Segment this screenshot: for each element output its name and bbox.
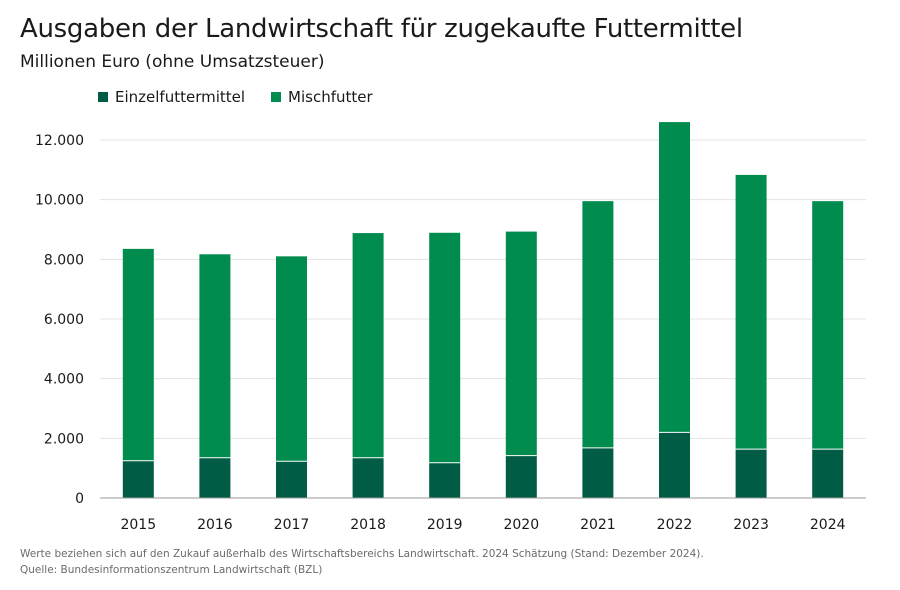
bar-mischfutter-2016 [199, 254, 231, 458]
bar-mischfutter-2018 [352, 233, 384, 458]
bar-einzelfuttermittel-2023 [735, 449, 767, 498]
legend-item-mischfutter: Mischfutter [271, 88, 373, 106]
bar-mischfutter-2022 [659, 122, 690, 433]
y-tick-label: 2.000 [44, 431, 84, 447]
footnote-note: Werte beziehen sich auf den Zukauf außer… [20, 548, 704, 560]
bars [122, 122, 844, 498]
x-tick-label: 2019 [427, 517, 463, 533]
y-tick-label: 4.000 [44, 372, 84, 388]
footnote-source: Quelle: Bundesinformationszentrum Landwi… [20, 564, 323, 576]
bar-mischfutter-2015 [122, 248, 154, 461]
bar-mischfutter-2021 [582, 201, 614, 448]
x-tick-label: 2023 [733, 517, 769, 533]
legend-label-einzelfuttermittel: Einzelfuttermittel [115, 88, 246, 106]
bar-einzelfuttermittel-2015 [122, 460, 154, 498]
x-tick-label: 2015 [120, 517, 156, 533]
chart-subtitle: Millionen Euro (ohne Umsatzsteuer) [20, 52, 325, 72]
stacked-bar-chart: 0 2.000 4.000 6.000 8.000 10.000 12.000 2015 201… [35, 122, 866, 533]
legend: Einzelfuttermittel Mischfutter [98, 88, 373, 106]
legend-swatch-einzelfuttermittel [98, 92, 108, 102]
bar-mischfutter-2023 [735, 174, 767, 450]
legend-item-einzelfuttermittel: Einzelfuttermittel [98, 88, 245, 106]
x-tick-label: 2016 [197, 517, 233, 533]
bar-einzelfuttermittel-2020 [505, 455, 537, 498]
bar-einzelfuttermittel-2017 [276, 461, 307, 498]
bar-mischfutter-2020 [505, 231, 537, 456]
bar-einzelfuttermittel-2021 [582, 447, 614, 498]
legend-label-mischfutter: Mischfutter [288, 88, 373, 106]
legend-swatch-mischfutter [271, 92, 282, 102]
x-tick-label: 2020 [503, 517, 539, 533]
x-tick-label: 2021 [580, 517, 616, 533]
bar-einzelfuttermittel-2019 [429, 462, 461, 498]
x-tick-label: 2022 [657, 517, 693, 533]
bar-einzelfuttermittel-2016 [199, 457, 231, 498]
x-tick-label: 2017 [274, 517, 310, 533]
y-tick-label: 8.000 [44, 252, 84, 268]
x-tick-label: 2024 [810, 517, 846, 533]
footnote: Werte beziehen sich auf den Zukauf außer… [20, 546, 704, 578]
bar-einzelfuttermittel-2018 [352, 457, 384, 498]
bar-mischfutter-2024 [812, 201, 844, 450]
x-tick-label: 2018 [350, 517, 386, 533]
y-tick-label: 6.000 [44, 312, 84, 328]
bar-einzelfuttermittel-2022 [659, 432, 690, 498]
axes: 0 2.000 4.000 6.000 8.000 10.000 12.000 2015 201… [35, 133, 866, 533]
y-tick-label: 0 [75, 491, 84, 507]
bar-mischfutter-2017 [276, 256, 307, 462]
y-tick-label: 12.000 [35, 133, 84, 149]
bar-einzelfuttermittel-2024 [812, 449, 844, 498]
chart-title: Ausgaben der Landwirtschaft für zugekauf… [20, 14, 743, 44]
y-tick-label: 10.000 [35, 193, 84, 209]
bar-mischfutter-2019 [429, 232, 461, 463]
